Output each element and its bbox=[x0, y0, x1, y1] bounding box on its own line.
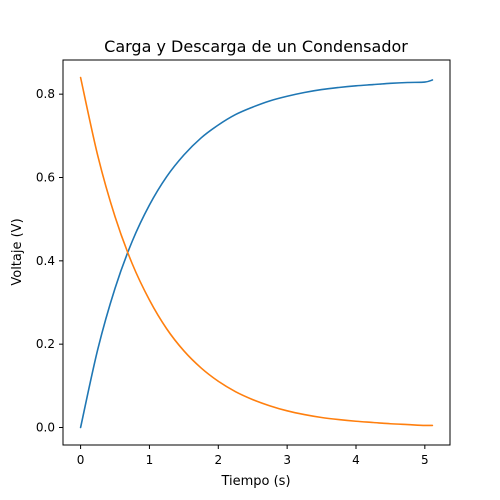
x-axis: 0 1 2 3 4 5 bbox=[77, 445, 429, 467]
x-tick-label: 5 bbox=[421, 453, 429, 467]
x-axis-label: Tiempo (s) bbox=[220, 474, 290, 489]
x-tick-label: 4 bbox=[352, 453, 360, 467]
y-tick-label: 0.0 bbox=[36, 421, 55, 435]
chart-title: Carga y Descarga de un Condensador bbox=[104, 37, 408, 56]
y-tick-label: 0.8 bbox=[36, 87, 55, 101]
y-tick-label: 0.4 bbox=[36, 254, 55, 268]
x-tick-label: 0 bbox=[77, 453, 85, 467]
x-tick-label: 3 bbox=[283, 453, 291, 467]
x-tick-label: 1 bbox=[146, 453, 154, 467]
y-axis: 0.0 0.2 0.4 0.6 0.8 bbox=[36, 87, 63, 435]
y-tick-label: 0.2 bbox=[36, 337, 55, 351]
series-layer bbox=[79, 76, 434, 429]
y-axis-label: Voltaje (V) bbox=[10, 218, 25, 285]
y-tick-label: 0.6 bbox=[36, 171, 55, 185]
plot-area-frame bbox=[62, 59, 451, 446]
series-line-2 bbox=[79, 76, 434, 427]
series-line-1 bbox=[79, 79, 434, 429]
x-tick-label: 2 bbox=[214, 453, 222, 467]
